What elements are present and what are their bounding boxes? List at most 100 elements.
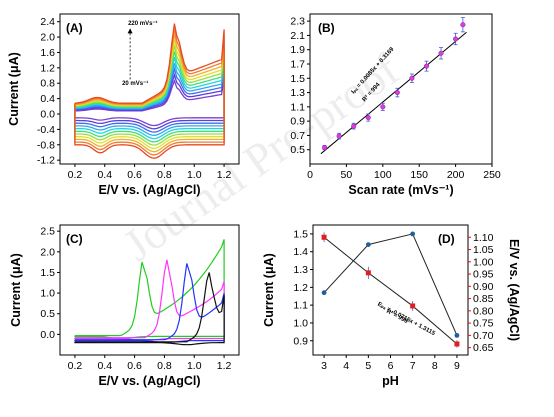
current-point	[410, 231, 416, 237]
x-tick-label: 1.2	[217, 169, 232, 181]
y-tick-label: 1.0	[40, 288, 55, 300]
y-tick-label: 0.4	[40, 93, 55, 105]
y2-tick-label: 0.95	[473, 269, 494, 281]
y-tick-label: 1.3	[293, 264, 308, 276]
y-tick-label: 0.7	[290, 130, 305, 142]
data-point	[380, 104, 386, 110]
y-axis-title: Current (μA)	[262, 253, 276, 327]
y-tick-label: 1.0	[293, 317, 308, 329]
potential-point	[454, 341, 460, 347]
y2-tick-label: 1.10	[473, 232, 494, 244]
x-axis-title: E/V vs. (Ag/AgCl)	[98, 183, 200, 197]
panel-label: (A)	[66, 21, 83, 35]
data-point	[453, 36, 459, 42]
y-tick-label: 1.5	[290, 73, 305, 85]
data-point	[351, 123, 357, 129]
x-tick-label: 1.0	[187, 169, 202, 181]
arrow-head	[127, 28, 133, 34]
data-point	[322, 145, 328, 151]
y-tick-label: -0.4	[37, 124, 55, 136]
x-tick-label: 5	[365, 360, 371, 372]
x-tick-label: 3	[321, 360, 327, 372]
y-tick-label: 0.0	[40, 329, 55, 341]
cv-curve-3	[74, 263, 225, 344]
y-tick-label: 1.6	[40, 47, 55, 59]
data-point	[394, 90, 400, 96]
y-axis-title: Current (μA)	[9, 253, 23, 327]
x-axis-title: Scan rate (mVs⁻¹)	[348, 183, 453, 197]
annotation-low-scan-rate: 20 mVs⁻¹	[122, 80, 148, 87]
x-tick-label: 0.6	[127, 360, 142, 372]
y-tick-label: 1.2	[293, 282, 308, 294]
current-point	[321, 290, 327, 296]
y2-tick-label: 1.05	[473, 244, 494, 256]
y-tick-label: 0.0	[40, 109, 55, 121]
potential-point	[410, 303, 416, 309]
data-point	[460, 22, 466, 28]
x-tick-label: 9	[454, 360, 460, 372]
y-tick-label: 2.0	[40, 32, 55, 44]
data-point	[438, 50, 444, 56]
y-tick-label: 1.1	[290, 101, 305, 113]
y-tick-label: 1.3	[290, 87, 305, 99]
y-tick-label: -0.8	[37, 139, 55, 151]
cv-curve-4	[74, 272, 225, 346]
x-tick-label: 50	[341, 169, 353, 181]
potential-point	[365, 270, 371, 276]
data-point	[409, 75, 415, 81]
y-tick-label: 2.5	[40, 226, 55, 238]
x-tick-label: 150	[410, 169, 428, 181]
annotation-high-scan-rate: 220 mVs⁻¹	[128, 20, 158, 27]
panel-c: 0.2 0.4 0.6 0.8 1.0 1.2 0.0 0.5 1.0 1.5 2.0 2.5 E/V …	[9, 224, 240, 388]
cv-curve-220mVs	[74, 23, 225, 159]
plot-frame	[59, 13, 240, 165]
x-tick-label: 0.4	[97, 169, 112, 181]
x-tick-label: 0.6	[127, 169, 142, 181]
x-tick-label: 4	[343, 360, 349, 372]
y2-tick-label: 0.85	[473, 293, 494, 305]
x-tick-label: 0.8	[157, 169, 172, 181]
y-tick-label: 2.4	[40, 16, 55, 28]
x-tick-label: 0.4	[97, 360, 112, 372]
y-tick-label: 0.5	[290, 144, 305, 156]
data-point	[365, 115, 371, 121]
x-axis-title: pH	[382, 374, 399, 388]
potential-line	[323, 236, 458, 345]
panel-label: (B)	[318, 21, 335, 35]
y-tick-label: -1.2	[37, 155, 55, 167]
cv-curve-2	[74, 259, 225, 342]
current-point	[365, 242, 371, 247]
x-tick-label: 200	[447, 169, 465, 181]
y2-tick-label: 1.00	[473, 256, 494, 268]
plot-frame	[59, 224, 240, 356]
y2-axis-title: E/V vs. (Ag/AgCl)	[507, 239, 521, 341]
panel-label: (D)	[438, 232, 455, 246]
current-point	[454, 333, 460, 338]
y-tick-label: 1.1	[293, 300, 308, 312]
x-tick-label: 8	[432, 360, 438, 372]
y-tick-label: 1.9	[290, 44, 305, 56]
y2-tick-label: 0.75	[473, 318, 494, 330]
x-tick-label: 1.2	[217, 360, 232, 372]
y-tick-label: 1.7	[290, 59, 305, 71]
y2-tick-label: 0.70	[473, 330, 494, 342]
x-tick-label: 0.2	[68, 360, 83, 372]
y-axis-title: Current (μA)	[7, 52, 21, 126]
x-tick-label: 1.0	[187, 360, 202, 372]
x-axis-title: E/V vs. (Ag/AgCl)	[98, 374, 200, 388]
x-tick-label: 0.8	[157, 360, 172, 372]
x-tick-label: 100	[374, 169, 392, 181]
current-line	[323, 233, 458, 336]
y-tick-label: 2.1	[290, 30, 305, 42]
y-tick-label: 0.9	[293, 335, 308, 347]
data-point	[423, 63, 430, 69]
x-tick-label: 250	[483, 169, 501, 181]
x-tick-label: 6	[388, 360, 394, 372]
data-point	[336, 133, 342, 139]
plot-frame	[309, 13, 493, 165]
y-tick-label: 1.5	[40, 267, 55, 279]
potential-point	[321, 234, 327, 240]
y-tick-label: 1.2	[40, 62, 55, 74]
y2-tick-label: 0.65	[473, 342, 494, 354]
